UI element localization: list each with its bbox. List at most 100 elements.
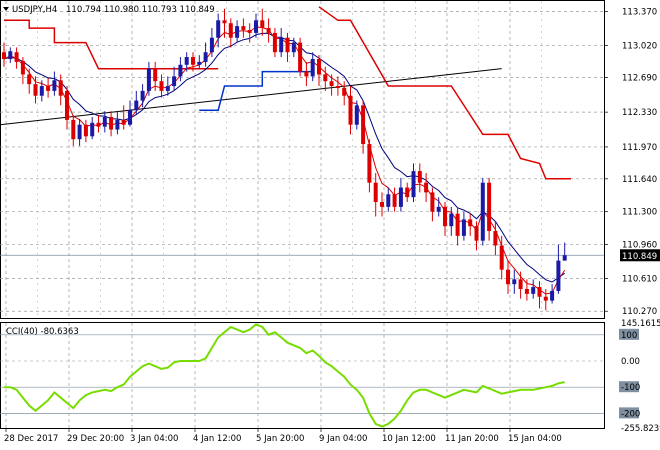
candle-body <box>329 81 334 87</box>
candle-body <box>228 23 233 38</box>
candle <box>449 206 454 236</box>
candle-body <box>46 86 51 91</box>
candle-body <box>291 42 296 53</box>
candle <box>128 100 132 127</box>
candle-body <box>417 171 422 183</box>
candle <box>380 192 384 217</box>
candle-body <box>266 28 271 33</box>
candle <box>235 20 240 43</box>
candle <box>159 74 164 98</box>
candle-body <box>153 68 158 82</box>
candle <box>266 18 271 43</box>
time-tick-label: 28 Dec 2017 <box>4 434 58 444</box>
candle-body <box>102 116 107 127</box>
candle-body <box>222 20 227 24</box>
candle <box>90 116 95 140</box>
candle <box>2 42 6 67</box>
candle-body <box>298 42 303 72</box>
candle-body <box>27 74 32 85</box>
candle <box>298 37 303 77</box>
candle <box>531 279 536 299</box>
time-tick-label: 29 Dec 20:00 <box>67 434 124 444</box>
candle-body <box>247 29 252 33</box>
candle-body <box>380 202 384 207</box>
candle-body <box>335 86 340 88</box>
candle-body <box>71 119 76 140</box>
candle-body <box>304 71 309 77</box>
candle-body <box>279 37 284 53</box>
bear-stop-line <box>4 19 219 70</box>
candle <box>197 55 202 69</box>
candle <box>329 74 334 96</box>
candle <box>184 52 189 72</box>
candles <box>2 8 567 311</box>
cci-polyline <box>4 323 565 428</box>
candle <box>209 28 214 58</box>
candle <box>487 177 492 241</box>
candle-body <box>367 144 372 183</box>
candle-body <box>159 81 164 91</box>
candle-body <box>272 32 277 53</box>
time-tick-label: 10 Jan 12:00 <box>382 434 436 444</box>
time-tick-label: 4 Jan 12:00 <box>193 434 241 444</box>
candle-body <box>134 100 139 111</box>
candle <box>52 71 57 96</box>
candle <box>8 47 13 63</box>
candle-body <box>209 37 214 53</box>
candle <box>285 32 290 62</box>
current-price: 110.849 <box>622 252 657 262</box>
candle <box>493 221 498 256</box>
candle-body <box>543 296 548 301</box>
price-tick-label: 110.610 <box>622 274 657 284</box>
candle <box>71 115 76 146</box>
candle <box>14 47 19 69</box>
candle <box>153 61 158 91</box>
candle-body <box>8 51 13 59</box>
price-tick-label: 111.640 <box>622 175 657 185</box>
candle <box>424 173 429 203</box>
candle <box>247 23 252 43</box>
candle <box>65 86 69 130</box>
candle <box>191 52 195 72</box>
candle-body <box>140 90 145 101</box>
fast-moving-average <box>3 26 566 295</box>
candle <box>417 163 422 193</box>
candle <box>342 81 347 106</box>
cci-tick-label: 100 <box>621 331 637 341</box>
price-tick-label: 112.690 <box>622 73 657 83</box>
candle <box>83 119 88 143</box>
candle <box>228 18 233 48</box>
level-lines <box>0 254 604 414</box>
candle <box>33 76 38 104</box>
candle <box>436 197 441 217</box>
candle <box>506 260 510 294</box>
candle <box>304 61 309 87</box>
current-price-box <box>620 249 660 262</box>
candle-body <box>323 74 328 82</box>
candle-body <box>172 76 177 87</box>
candle-body <box>424 182 429 193</box>
candle <box>562 242 567 261</box>
candle-body <box>178 64 183 77</box>
candle <box>411 163 416 203</box>
cci-level-box <box>619 381 639 393</box>
chart-ohlc: 110.794 110.980 110.793 110.849 <box>66 5 215 15</box>
candle <box>115 112 120 135</box>
candle <box>480 177 485 246</box>
trailing-stop-lines <box>4 6 571 180</box>
candle <box>386 187 391 212</box>
cci-label: CCI(40) -80.6363 <box>6 327 79 337</box>
candle <box>146 61 151 96</box>
candle-body <box>33 84 38 96</box>
candle-body <box>254 20 258 33</box>
candle <box>405 182 410 203</box>
candle-body <box>109 116 114 130</box>
candle-body <box>121 119 126 125</box>
candle <box>121 105 126 130</box>
cci-panel-frame <box>0 322 605 429</box>
candle-body <box>550 290 555 301</box>
time-tick-label: 11 Jan 20:00 <box>445 434 499 444</box>
candle <box>222 8 227 38</box>
candle <box>134 90 139 116</box>
